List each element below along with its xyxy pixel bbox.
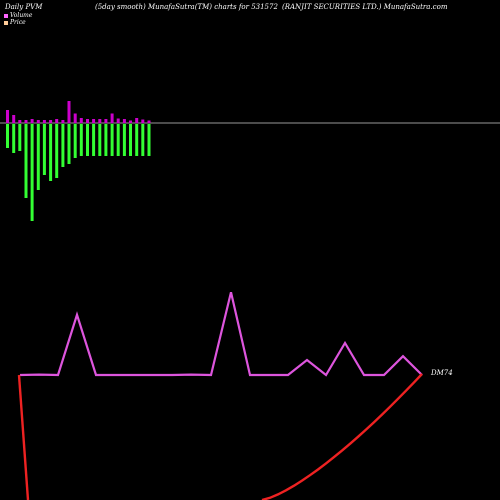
volume-bar-down — [49, 124, 53, 181]
volume-bar-up — [92, 119, 96, 123]
volume-bar-down — [86, 124, 89, 156]
legend-item-price: Price — [4, 19, 26, 26]
volume-bars — [6, 101, 151, 221]
volume-bar-down — [73, 124, 77, 158]
volume-bar-up — [86, 119, 89, 123]
chart-title-right: (RANJIT SECURITIES LTD.) MunafaSutra.com — [282, 3, 448, 11]
volume-bar-up — [104, 119, 108, 123]
volume-bar-down — [110, 124, 114, 156]
volume-bar-up — [6, 110, 9, 123]
volume-bar-up — [36, 120, 40, 123]
chart-title-middle: (5day smooth) MunafaSutra(TM) charts for… — [95, 3, 278, 11]
volume-bar-up — [18, 120, 22, 123]
volume-bar-down — [147, 124, 151, 156]
volume-bar-down — [61, 124, 65, 167]
volume-bar-down — [122, 124, 126, 156]
series-end-label: DM74 — [430, 369, 453, 377]
volume-bar-down — [55, 124, 59, 178]
volume-bar-up — [67, 101, 71, 123]
series-line-red-left — [17, 374, 30, 500]
price-lines — [17, 292, 423, 500]
volume-bar-up — [116, 118, 120, 123]
volume-bar-down — [104, 124, 108, 156]
volume-bar-up — [55, 119, 59, 123]
volume-bar-up — [24, 120, 28, 123]
legend-label-volume: Volume — [10, 12, 33, 19]
volume-bar-up — [61, 120, 65, 123]
volume-bar-up — [147, 120, 151, 123]
volume-bar-up — [42, 120, 46, 123]
volume-bar-up — [12, 115, 16, 123]
volume-bar-down — [141, 124, 145, 156]
volume-bar-up — [30, 119, 34, 123]
volume-bar-down — [12, 124, 16, 153]
volume-bar-up — [73, 113, 77, 123]
legend-swatch-volume — [4, 13, 8, 18]
volume-bar-down — [42, 124, 46, 175]
series-line-magenta — [19, 292, 423, 377]
volume-bar-up — [79, 118, 83, 123]
volume-bar-down — [116, 124, 120, 156]
volume-bar-up — [49, 120, 53, 123]
legend-label-price: Price — [10, 19, 26, 26]
volume-bar-down — [24, 124, 28, 198]
volume-bar-down — [98, 124, 102, 156]
volume-bar-down — [79, 124, 83, 156]
volume-bar-down — [129, 124, 132, 156]
series-line-red-right — [261, 373, 423, 500]
volume-bar-up — [129, 120, 132, 123]
legend-swatch-price — [4, 20, 8, 25]
chart-title-left: Daily PVM — [5, 3, 43, 11]
volume-bar-up — [141, 119, 145, 123]
volume-bar-down — [135, 124, 139, 156]
volume-bar-down — [18, 124, 22, 151]
legend-item-volume: Volume — [4, 12, 32, 19]
volume-bar-down — [6, 124, 9, 148]
volume-bar-up — [135, 118, 139, 123]
volume-bar-down — [92, 124, 96, 156]
volume-bar-up — [110, 113, 114, 123]
volume-bar-down — [30, 124, 34, 221]
volume-bar-up — [98, 119, 102, 123]
volume-bar-up — [122, 119, 126, 123]
volume-bar-down — [67, 124, 71, 164]
volume-bar-down — [36, 124, 40, 190]
